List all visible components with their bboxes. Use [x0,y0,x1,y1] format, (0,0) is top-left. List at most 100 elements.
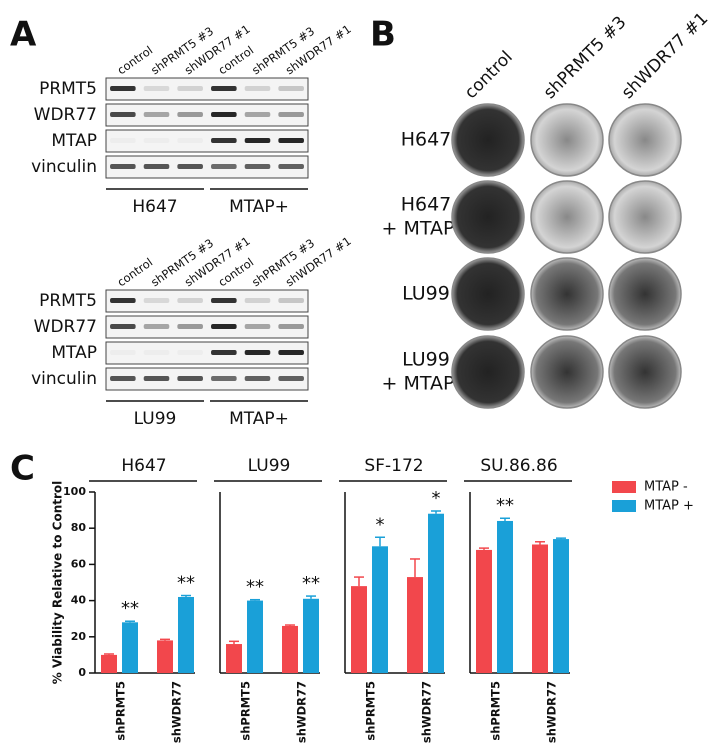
band [211,138,237,143]
y-tick-label: 0 [78,666,86,679]
band [244,86,271,91]
band [244,138,271,143]
band [211,112,237,117]
row-label: + MTAP [382,218,455,240]
row-label: PRMT5 [39,79,97,99]
blot-box [105,367,309,391]
row-label: LU99 [402,349,450,371]
y-axis-label: % Viability Relative to Control [51,481,65,685]
band [244,298,271,303]
band [143,86,170,91]
band [244,112,271,117]
significance: ** [177,573,195,594]
significance: * [432,488,441,509]
bar [428,513,444,673]
plate [530,335,604,409]
band [211,298,237,303]
band [211,164,237,169]
row-label: vinculin [31,369,97,389]
bar [497,520,513,673]
group-title: SF-172 [364,456,423,476]
band [143,164,170,169]
significance: * [376,514,385,535]
band [211,376,237,381]
x-tick-label: shPRMT5 [489,681,503,741]
band [211,350,237,355]
column-label: shPRMT5 #3 [540,13,631,104]
band [278,376,304,381]
plate [451,103,525,177]
bar [282,625,298,673]
plate [608,335,682,409]
band [244,324,271,329]
row-label: + MTAP [382,373,455,395]
bar [407,577,423,673]
plate [451,257,525,331]
row-label: LU99 [402,283,450,305]
band [244,376,271,381]
bar [553,539,569,673]
panel-label: B [370,15,396,55]
band [110,138,136,143]
group-label: LU99 [134,409,177,429]
blot-box [105,155,309,179]
band [110,376,136,381]
x-tick-label: shWDR77 [295,681,309,743]
legend-label: MTAP - [644,480,688,495]
band [278,138,304,143]
band [177,164,203,169]
band [143,112,170,117]
band [177,138,203,143]
band [110,324,136,329]
band [177,298,203,303]
legend-swatch [612,481,636,493]
band [143,324,170,329]
bar [532,544,548,673]
significance: ** [246,577,264,598]
row-label: MTAP [51,343,97,363]
band [110,298,136,303]
blot-box [105,341,309,365]
band [177,112,203,117]
band [177,324,203,329]
band [177,376,203,381]
band [110,164,136,169]
band [278,86,304,91]
bar [303,598,319,673]
bar [101,654,117,673]
band [244,164,271,169]
column-label: control [461,47,517,103]
band [143,298,170,303]
row-label: vinculin [31,157,97,177]
group-title: H647 [121,456,166,476]
x-tick-label: shWDR77 [170,681,184,743]
bar [247,600,263,673]
band [177,350,203,355]
group-label: MTAP+ [229,197,289,217]
bar [372,546,388,673]
bar [351,586,367,673]
band [144,138,170,143]
band [278,112,304,117]
x-tick-label: shPRMT5 [239,681,253,741]
plate [451,180,525,254]
band [110,350,136,355]
significance: ** [302,573,320,594]
blot-box [105,315,309,339]
group-title: SU.86.86 [480,456,557,476]
band [177,86,203,91]
bar [122,622,138,673]
plate [530,103,604,177]
plate [608,180,682,254]
blot-box [105,77,309,101]
row-label: MTAP [51,131,97,151]
band [110,112,136,117]
blot-box [105,289,309,313]
band [144,350,170,355]
significance: ** [121,598,139,619]
group-title: LU99 [248,456,291,476]
row-label: WDR77 [34,105,97,125]
band [211,324,237,329]
band [278,164,304,169]
plate [451,335,525,409]
